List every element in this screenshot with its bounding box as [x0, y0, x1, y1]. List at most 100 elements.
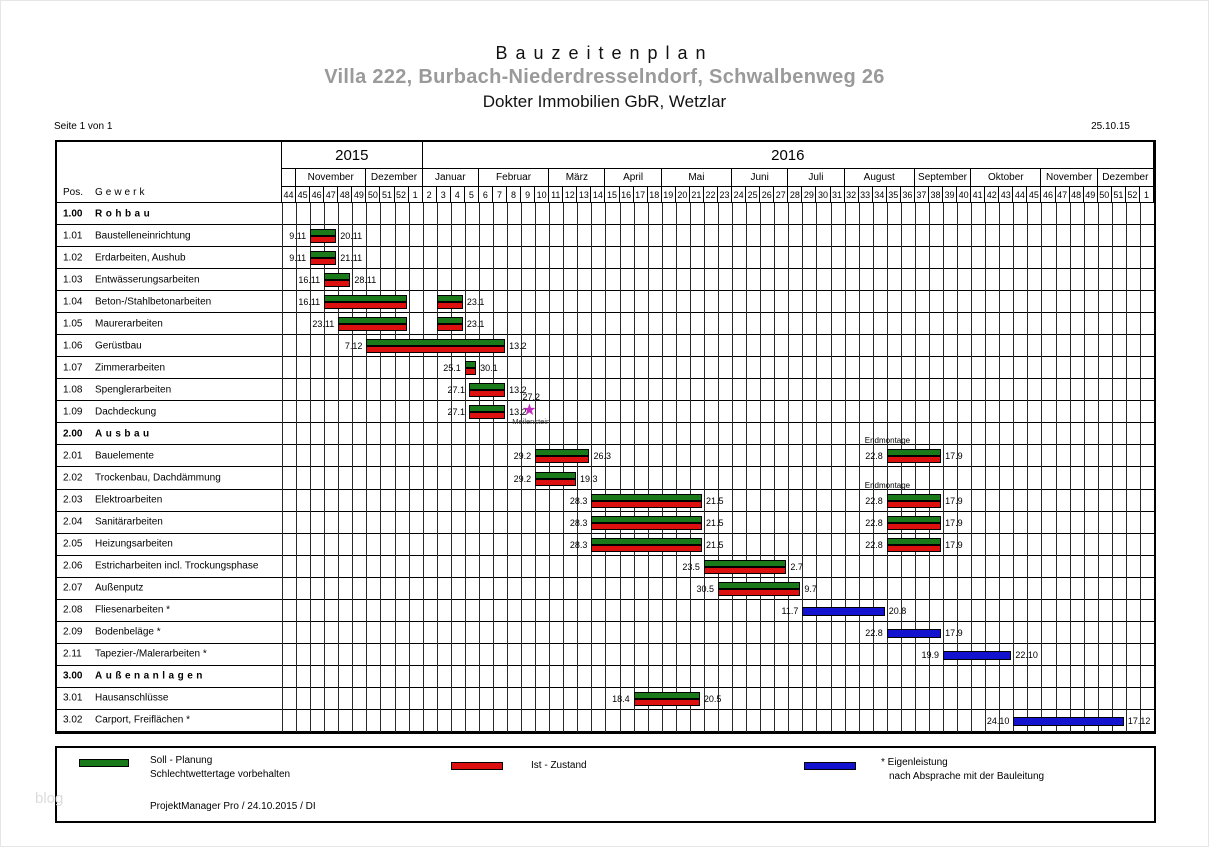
soll-bar — [310, 229, 337, 237]
ist-bar — [886, 456, 942, 464]
grid-vline — [689, 203, 691, 732]
bar-end-date: 23.1 — [466, 297, 485, 308]
month-header-cell: April — [605, 169, 662, 187]
trade-header-label: Gewerk — [95, 187, 148, 198]
row-label: Bauelemente — [95, 450, 154, 462]
grid-vline — [788, 203, 790, 732]
grid-vline — [577, 203, 579, 732]
gantt-header: Pos. Gewerk 2015 2016 November Dezember Janu… — [57, 142, 1154, 203]
row-pos: 2.05 — [63, 538, 83, 550]
grid-vline — [605, 203, 607, 732]
row-label: Außenputz — [95, 582, 144, 594]
eigenleistung-bar — [886, 628, 942, 638]
grid-vline — [830, 203, 832, 732]
row-label: Bodenbeläge * — [95, 626, 161, 638]
week-header-cell: 38 — [928, 187, 944, 203]
row-label: Erdarbeiten, Aushub — [95, 252, 186, 264]
bar-end-date: 21.5 — [705, 517, 724, 528]
week-header-cell: 45 — [296, 187, 311, 203]
legend-eigen-note: nach Absprache mit der Bauleitung — [889, 771, 1045, 782]
row-pos: 3.02 — [63, 714, 83, 726]
grid-vline — [858, 203, 860, 732]
week-header-cell: 5 — [464, 187, 479, 203]
week-header-cell: 44 — [1013, 187, 1028, 203]
bar-note: Endmontage — [864, 436, 911, 446]
ist-bar — [436, 302, 463, 310]
row-label: Hausanschlüsse — [95, 692, 169, 704]
gantt-body: 1.00 Rohbau 1.01 Baustelleneinrichtung 1.02 E… — [57, 203, 1154, 732]
row-pos: 1.02 — [63, 252, 83, 264]
row-pos: 2.08 — [63, 604, 83, 616]
week-header-cell: 43 — [999, 187, 1014, 203]
row-pos: 1.04 — [63, 296, 83, 308]
print-date-label: 25.10.15 — [1091, 121, 1130, 132]
bar-end-date: 17.9 — [945, 451, 963, 462]
bar-end-date: 28.11 — [354, 275, 377, 286]
row-label: Sanitärarbeiten — [95, 516, 163, 528]
row-label: Maurerarbeiten — [95, 318, 163, 330]
row-label: Heizungsarbeiten — [95, 538, 173, 550]
week-header-cell: 42 — [985, 187, 1000, 203]
bar-end-date: 17.9 — [945, 539, 963, 550]
ist-bar — [535, 478, 576, 486]
row-label: Tapezier-/Malerarbeiten * — [95, 648, 207, 660]
bar-end-date: 20.11 — [340, 231, 363, 242]
grid-vline — [844, 203, 846, 732]
legend-eigen-label: * Eigenleistung — [881, 757, 948, 768]
grid-vline — [985, 203, 987, 732]
row-pos: 2.01 — [63, 450, 83, 462]
row-pos: 1.08 — [63, 384, 83, 396]
bar-end-date: 30.1 — [480, 363, 498, 374]
week-header-cell: 3 — [436, 187, 451, 203]
bar-start-date: 16.11 — [298, 275, 321, 286]
legend-eigen-swatch — [804, 762, 856, 770]
week-header-cell: 1 — [1139, 187, 1154, 203]
soll-bar — [310, 251, 337, 259]
ist-bar — [338, 324, 407, 332]
grid-vline — [366, 203, 368, 732]
grid-vline — [310, 203, 312, 732]
bar-end-date: 26.3 — [593, 451, 611, 462]
bar-end-date: 21.5 — [705, 495, 724, 506]
grid-vline — [675, 203, 677, 732]
grid-vline — [718, 203, 719, 732]
grid-vline — [394, 203, 396, 732]
ist-bar — [535, 456, 590, 464]
month-header-cell: November — [296, 169, 367, 187]
month-header-cell: Juni — [732, 169, 789, 187]
legend-footer: ProjektManager Pro / 24.10.2015 / DI — [150, 801, 316, 812]
bar-start-date: 9.11 — [289, 231, 307, 242]
grid-vline — [900, 203, 902, 732]
bar-start-date: 9.11 — [289, 253, 307, 264]
bar-end-date: 17.12 — [1127, 715, 1151, 726]
eigenleistung-bar — [802, 606, 885, 616]
week-header-cell: 32 — [844, 187, 859, 203]
legend-soll-swatch — [79, 759, 129, 767]
bar-end-date: 23.1 — [466, 319, 485, 330]
week-header-cell: 29 — [802, 187, 817, 203]
bar-start-date: 29.2 — [513, 473, 532, 484]
grid-vline — [943, 203, 945, 732]
bar-start-date: 22.8 — [865, 517, 883, 528]
watermark: blog — [35, 790, 64, 807]
grid-vline — [380, 203, 382, 732]
ist-bar — [310, 258, 337, 266]
soll-bar — [886, 449, 942, 457]
week-header-cell: 15 — [605, 187, 620, 203]
grid-vline — [971, 203, 973, 732]
week-header-cell: 23 — [718, 187, 733, 203]
row-pos: 1.07 — [63, 362, 83, 374]
week-header-cell: 49 — [1083, 187, 1098, 203]
soll-bar — [591, 493, 702, 501]
bar-end-date: 17.9 — [945, 627, 963, 638]
grid-vline — [774, 203, 776, 732]
year-header-cell: 2015 — [282, 142, 423, 169]
grid-vline — [661, 203, 663, 732]
week-header-cell: 6 — [478, 187, 493, 203]
week-header-cell: 16 — [619, 187, 634, 203]
soll-bar — [633, 691, 700, 699]
bar-start-date: 24.10 — [986, 715, 1010, 726]
grid-vline — [928, 203, 930, 732]
ist-bar — [310, 236, 337, 244]
grid-vline — [1041, 203, 1043, 732]
